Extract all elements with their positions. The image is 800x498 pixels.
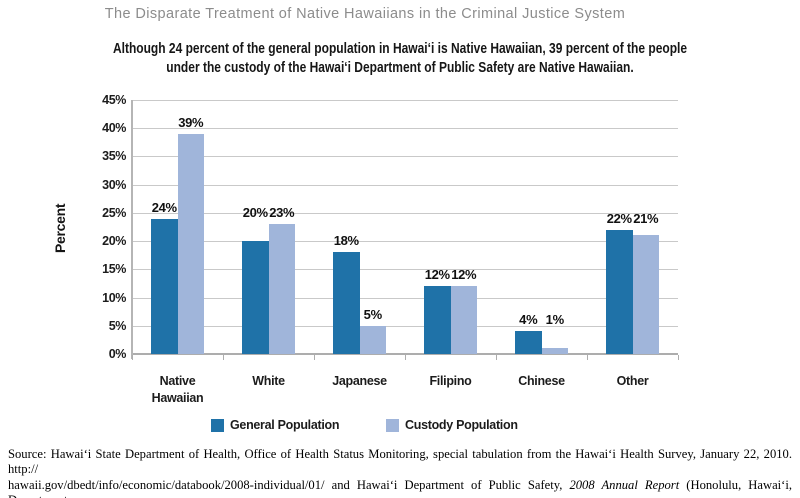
value-label-custody-population-native-hawaiian: 39% <box>178 114 204 130</box>
bar-custody-population-native-hawaiian <box>177 133 204 354</box>
y-tick-label-10: 10% <box>102 290 126 305</box>
source-note: Source: Hawai‘i State Department of Heal… <box>8 447 792 498</box>
category-label-native-hawaiian: Native Hawaiian <box>151 374 204 405</box>
value-label-custody-population-filipino: 12% <box>451 267 477 283</box>
x-axis-tick <box>587 355 588 360</box>
gridline-30 <box>132 184 678 186</box>
category-label-white: White <box>252 374 285 388</box>
source-report-title: 2008 Annual Report <box>569 477 680 492</box>
y-tick-label-45: 45% <box>102 93 126 107</box>
gridline-5 <box>132 325 678 327</box>
x-axis-tick <box>496 355 497 360</box>
x-axis-tick <box>405 355 406 360</box>
chart-headline-line2: under the custody of the Hawai‘i Departm… <box>166 59 634 76</box>
value-label-custody-population-other: 21% <box>633 210 659 226</box>
gridline-25 <box>132 212 678 214</box>
value-label-custody-population-japanese: 5% <box>363 306 383 322</box>
source-line-2: hawaii.gov/dbedt/info/economic/databook/… <box>8 478 792 498</box>
source-line-2-post: (Honolulu, Hawai‘i, Department <box>8 477 792 498</box>
value-label-custody-population-white: 23% <box>269 205 295 221</box>
x-axis-tick <box>678 355 679 360</box>
gridline-15 <box>132 269 678 271</box>
y-axis-title: Percent <box>52 203 68 253</box>
gridline-35 <box>132 156 678 158</box>
y-tick-label-15: 15% <box>102 262 126 277</box>
bar-custody-population-chinese <box>541 348 568 354</box>
y-tick-label-35: 35% <box>102 149 126 164</box>
legend-item-custody-population: Custody Population <box>386 418 518 432</box>
gridline-45 <box>132 100 678 101</box>
bar-custody-population-japanese <box>359 325 386 354</box>
y-tick-label-30: 30% <box>102 177 126 192</box>
document-title: The Disparate Treatment of Native Hawaii… <box>104 6 626 22</box>
x-axis-tick <box>314 355 315 360</box>
legend-swatch-general-population <box>211 418 224 432</box>
category-label-filipino: Filipino <box>429 374 472 388</box>
value-label-general-population-other: 22% <box>606 210 632 226</box>
bar-general-population-other <box>606 229 633 354</box>
y-tick-label-5: 5% <box>108 318 127 333</box>
y-axis-line <box>131 100 133 359</box>
bar-general-population-native-hawaiian <box>151 218 178 354</box>
legend-label-custody-population: Custody Population <box>405 418 518 432</box>
category-label-japanese: Japanese <box>332 374 387 388</box>
y-tick-label-0: 0% <box>108 347 127 361</box>
x-axis-tick <box>132 355 133 360</box>
bar-general-population-filipino <box>424 286 451 354</box>
y-tick-label-25: 25% <box>102 205 126 220</box>
bar-general-population-chinese <box>515 331 542 354</box>
value-label-custody-population-chinese: 1% <box>545 312 565 328</box>
legend-item-general-population: General Population <box>211 418 340 432</box>
category-label-other: Other <box>616 374 649 388</box>
legend-swatch-custody-population <box>386 418 399 432</box>
bar-custody-population-white <box>268 224 295 354</box>
value-label-general-population-chinese: 4% <box>519 312 538 328</box>
gridline-40 <box>132 128 678 130</box>
value-label-general-population-native-hawaiian: 24% <box>151 199 177 215</box>
value-label-general-population-white: 20% <box>242 205 268 221</box>
bar-general-population-japanese <box>333 252 360 354</box>
y-tick-label-20: 20% <box>102 234 126 249</box>
value-label-general-population-filipino: 12% <box>424 267 450 283</box>
x-axis-tick <box>223 355 224 360</box>
gridline-20 <box>132 241 678 243</box>
bar-custody-population-filipino <box>450 286 477 354</box>
gridline-10 <box>132 297 678 299</box>
value-label-general-population-japanese: 18% <box>333 233 359 249</box>
bar-general-population-white <box>242 241 269 354</box>
source-line-1: Source: Hawai‘i State Department of Heal… <box>8 447 792 477</box>
category-label-chinese: Chinese <box>518 374 565 388</box>
legend-label-general-population: General Population <box>230 418 340 432</box>
y-tick-label-40: 40% <box>102 121 126 136</box>
x-axis-line <box>132 353 678 355</box>
source-line-2-pre: hawaii.gov/dbedt/info/economic/databook/… <box>8 477 570 492</box>
bar-custody-population-other <box>632 235 659 354</box>
chart-headline-line1: Although 24 percent of the general popul… <box>112 40 688 57</box>
